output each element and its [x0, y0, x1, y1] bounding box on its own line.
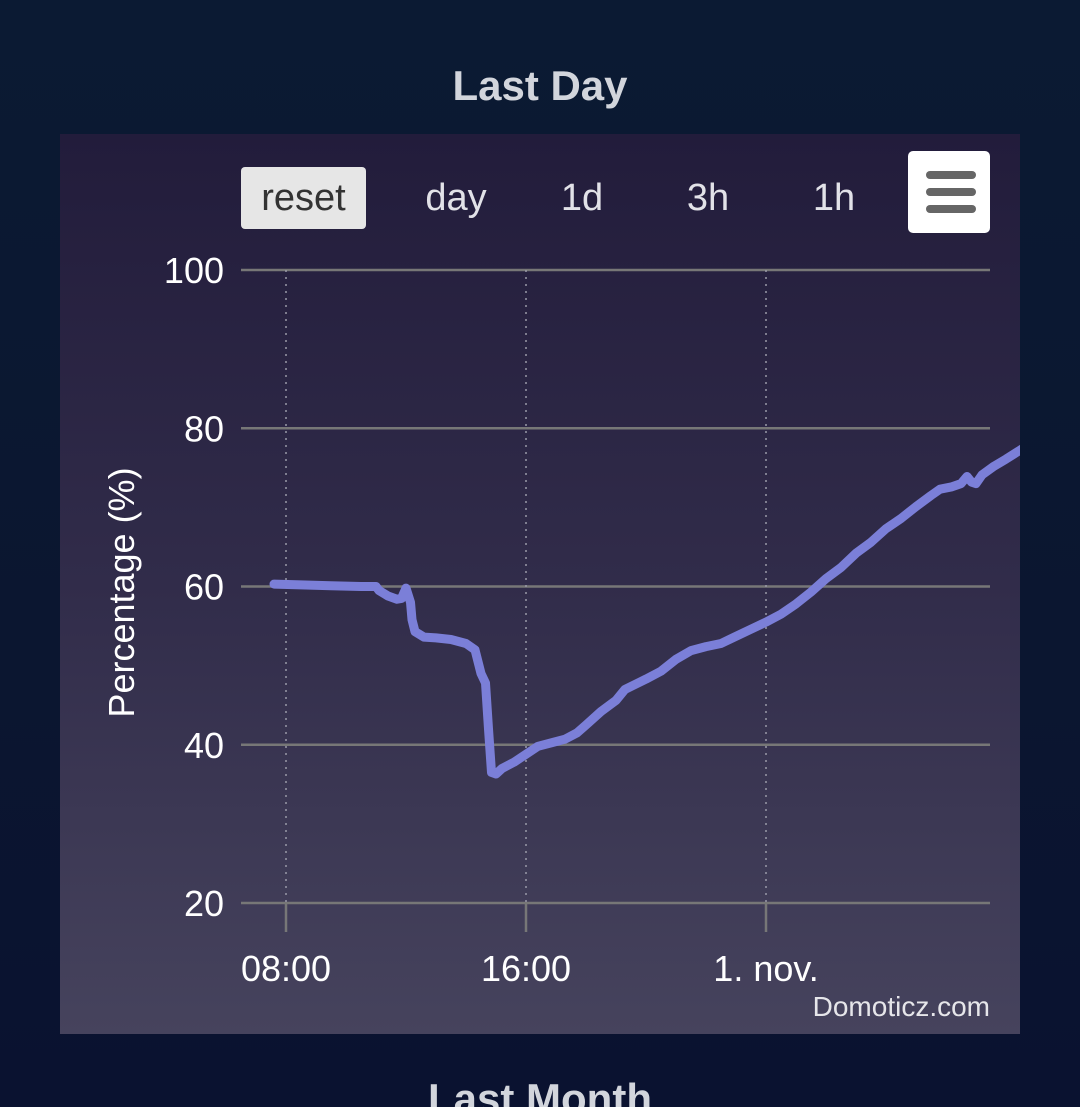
x-tick-label: 16:00	[481, 948, 571, 989]
range-button-reset[interactable]: reset	[241, 167, 366, 229]
series-line	[269, 444, 1020, 779]
y-tick-label: 100	[164, 250, 224, 291]
range-button-1d[interactable]: 1d	[560, 177, 604, 219]
range-button-day[interactable]: day	[425, 177, 487, 219]
hamburger-menu-icon	[926, 171, 976, 179]
range-button-1h[interactable]: 1h	[812, 177, 856, 219]
range-button-3h[interactable]: 3h	[686, 177, 730, 219]
chart-panel: reset day 1d 3h 1h 20 40 60 80 100 08:00 16:00…	[60, 134, 1020, 1034]
section-title-last-month: Last Month	[428, 1075, 652, 1107]
line-chart: 20 40 60 80 100 08:00 16:00 1. nov. Percentage (…	[101, 250, 1020, 989]
y-axis-title: Percentage (%)	[101, 467, 142, 717]
y-tick-label: 60	[184, 567, 224, 608]
section-title-last-day: Last Day	[452, 62, 628, 109]
hamburger-menu-icon-bar	[926, 205, 976, 213]
chart-menu-button[interactable]	[908, 151, 990, 233]
y-tick-label: 80	[184, 408, 224, 449]
y-tick-label: 40	[184, 725, 224, 766]
credits-link[interactable]: Domoticz.com	[812, 991, 990, 1022]
y-tick-label: 20	[184, 883, 224, 924]
hamburger-menu-icon-bar	[926, 188, 976, 196]
x-tick-label: 08:00	[241, 948, 331, 989]
x-tick-label: 1. nov.	[713, 948, 818, 989]
